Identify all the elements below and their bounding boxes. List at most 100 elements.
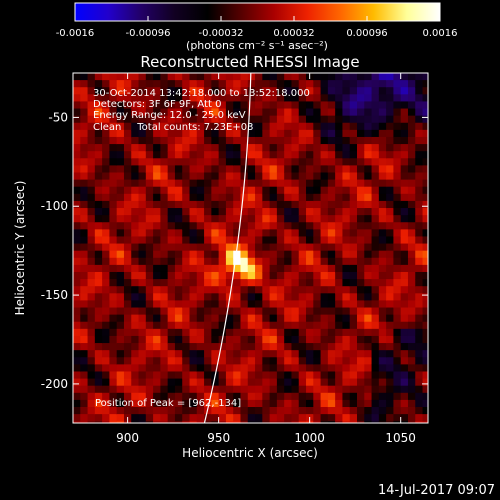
heatmap-cell	[327, 364, 336, 373]
heatmap-cell	[407, 378, 416, 387]
heatmap-cell	[422, 94, 428, 103]
heatmap-cell	[393, 101, 402, 110]
heatmap-cell	[80, 73, 89, 81]
heatmap-cell	[255, 108, 263, 117]
heatmap-cell	[189, 80, 198, 88]
heatmap-cell	[262, 243, 271, 252]
heatmap-cell	[174, 307, 183, 316]
heatmap-cell	[371, 229, 380, 238]
heatmap-cell	[269, 399, 278, 408]
heatmap-cell	[291, 399, 300, 408]
heatmap-cell	[116, 364, 125, 373]
heatmap-cell	[400, 314, 409, 323]
heatmap-cell	[167, 314, 176, 323]
heatmap-cell	[109, 264, 118, 273]
heatmap-cell	[80, 136, 89, 145]
heatmap-cell	[87, 222, 96, 230]
heatmap-cell	[306, 229, 314, 238]
heatmap-cell	[160, 414, 169, 422]
heatmap-cell	[138, 335, 147, 344]
heatmap-cell	[196, 257, 205, 266]
heatmap-cell	[102, 321, 111, 330]
heatmap-cell	[196, 300, 205, 309]
heatmap-cell	[87, 279, 96, 287]
heatmap-cell	[116, 208, 125, 216]
heatmap-cell	[80, 200, 89, 209]
heatmap-cell	[182, 243, 191, 252]
heatmap-cell	[386, 208, 395, 216]
heatmap-cell	[167, 300, 176, 309]
heatmap-cell	[291, 236, 300, 245]
heatmap-cell	[182, 80, 191, 88]
heatmap-cell	[109, 307, 118, 316]
heatmap-cell	[182, 151, 191, 159]
heatmap-cell	[211, 385, 220, 394]
heatmap-cell	[255, 250, 263, 259]
heatmap-cell	[407, 151, 416, 159]
heatmap-cell	[204, 73, 212, 81]
heatmap-cell	[378, 179, 387, 188]
heatmap-cell	[306, 286, 314, 294]
heatmap-cell	[298, 236, 307, 245]
heatmap-cell	[335, 108, 344, 117]
heatmap-cell	[371, 307, 380, 316]
heatmap-cell	[174, 144, 183, 152]
heatmap-cell	[422, 257, 428, 266]
heatmap-cell	[393, 421, 402, 423]
heatmap-cell	[364, 407, 373, 415]
heatmap-cell	[298, 158, 307, 166]
heatmap-cell	[357, 257, 365, 266]
heatmap-cell	[269, 335, 278, 344]
heatmap-cell	[73, 392, 81, 401]
heatmap-cell	[109, 144, 118, 152]
heatmap-cell	[313, 186, 322, 195]
heatmap-cell	[291, 335, 300, 344]
heatmap-cell	[174, 87, 183, 95]
heatmap-cell	[378, 144, 387, 152]
heatmap-cell	[211, 158, 220, 166]
heatmap-cell	[247, 357, 256, 365]
heatmap-cell	[393, 80, 402, 88]
heatmap-cell	[378, 414, 387, 422]
heatmap-cell	[138, 200, 147, 209]
heatmap-cell	[204, 165, 212, 174]
heatmap-cell	[189, 129, 198, 138]
heatmap-cell	[102, 350, 111, 358]
heatmap-cell	[211, 151, 220, 159]
heatmap-cell	[378, 343, 387, 351]
heatmap-cell	[364, 414, 373, 422]
heatmap-cell	[386, 179, 395, 188]
heatmap-cell	[262, 421, 271, 423]
heatmap-cell	[291, 286, 300, 294]
heatmap-cell	[87, 193, 96, 202]
heatmap-cell	[306, 165, 314, 174]
heatmap-cell	[80, 108, 89, 117]
heatmap-cell	[116, 399, 125, 408]
heatmap-cell	[160, 307, 169, 316]
heatmap-cell	[182, 407, 191, 415]
heatmap-cell	[364, 271, 373, 280]
heatmap-cell	[247, 414, 256, 422]
heatmap-cell	[298, 215, 307, 223]
heatmap-cell	[291, 208, 300, 216]
heatmap-cell	[422, 364, 428, 373]
heatmap-cell	[400, 136, 409, 145]
heatmap-cell	[233, 215, 242, 223]
heatmap-cell	[349, 222, 358, 230]
heatmap-cell	[415, 257, 424, 266]
heatmap-cell	[262, 364, 271, 373]
heatmap-cell	[262, 115, 271, 124]
heatmap-cell	[153, 165, 161, 174]
heatmap-cell	[371, 250, 380, 259]
heatmap-cell	[415, 243, 424, 252]
heatmap-cell	[284, 101, 293, 110]
heatmap-cell	[393, 371, 402, 380]
heatmap-cell	[73, 343, 81, 351]
heatmap-cell	[422, 399, 428, 408]
heatmap-cell	[313, 364, 322, 373]
heatmap-cell	[255, 364, 263, 373]
heatmap-cell	[291, 392, 300, 401]
heatmap-cell	[400, 286, 409, 294]
heatmap-cell	[87, 335, 96, 344]
heatmap-cell	[233, 151, 242, 159]
